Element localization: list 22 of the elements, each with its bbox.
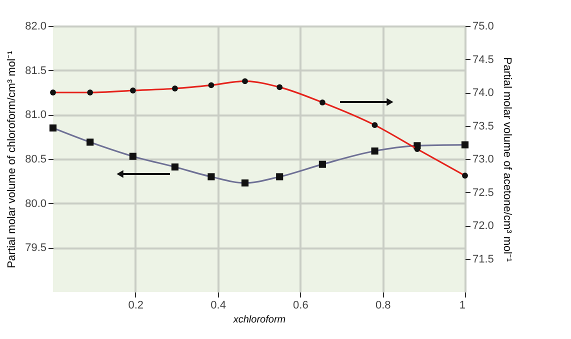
y2-tick-label: 71.5 [472, 253, 494, 266]
y2-tick-label: 75.0 [472, 20, 494, 32]
y2-tick-label: 74.5 [472, 54, 494, 66]
y2-axis-title: Partial molar volume of acetone/cm³ mol⁻¹ [500, 57, 513, 262]
y-tick-label: 82.0 [25, 20, 46, 32]
y2-tick-label: 73.0 [472, 154, 494, 166]
y-tick-label: 80.5 [25, 154, 46, 166]
x-tick-label: 0.8 [375, 300, 391, 312]
y-tick-label: 79.5 [25, 242, 46, 254]
x-tick-label: 0.4 [210, 300, 226, 312]
x-tick-label: 0.6 [293, 300, 308, 312]
y2-tick-label: 73.5 [472, 120, 494, 132]
y2-tick-label: 74.0 [472, 87, 494, 99]
y-tick-label: 81.0 [25, 109, 46, 122]
y-tick-label: 80.0 [25, 198, 46, 210]
x-axis-title: xchloroform [232, 314, 286, 326]
y2-tick-label: 72.5 [472, 186, 494, 199]
y2-tick-label: 72.0 [472, 220, 494, 232]
x-tick-label: 0.2 [128, 300, 144, 312]
y-axis-title: Partial molar volume of chloroform/cm³ mol⁻¹ [6, 50, 18, 268]
x-tick-label: 1 [459, 300, 466, 312]
y-tick-label: 81.5 [25, 64, 46, 77]
